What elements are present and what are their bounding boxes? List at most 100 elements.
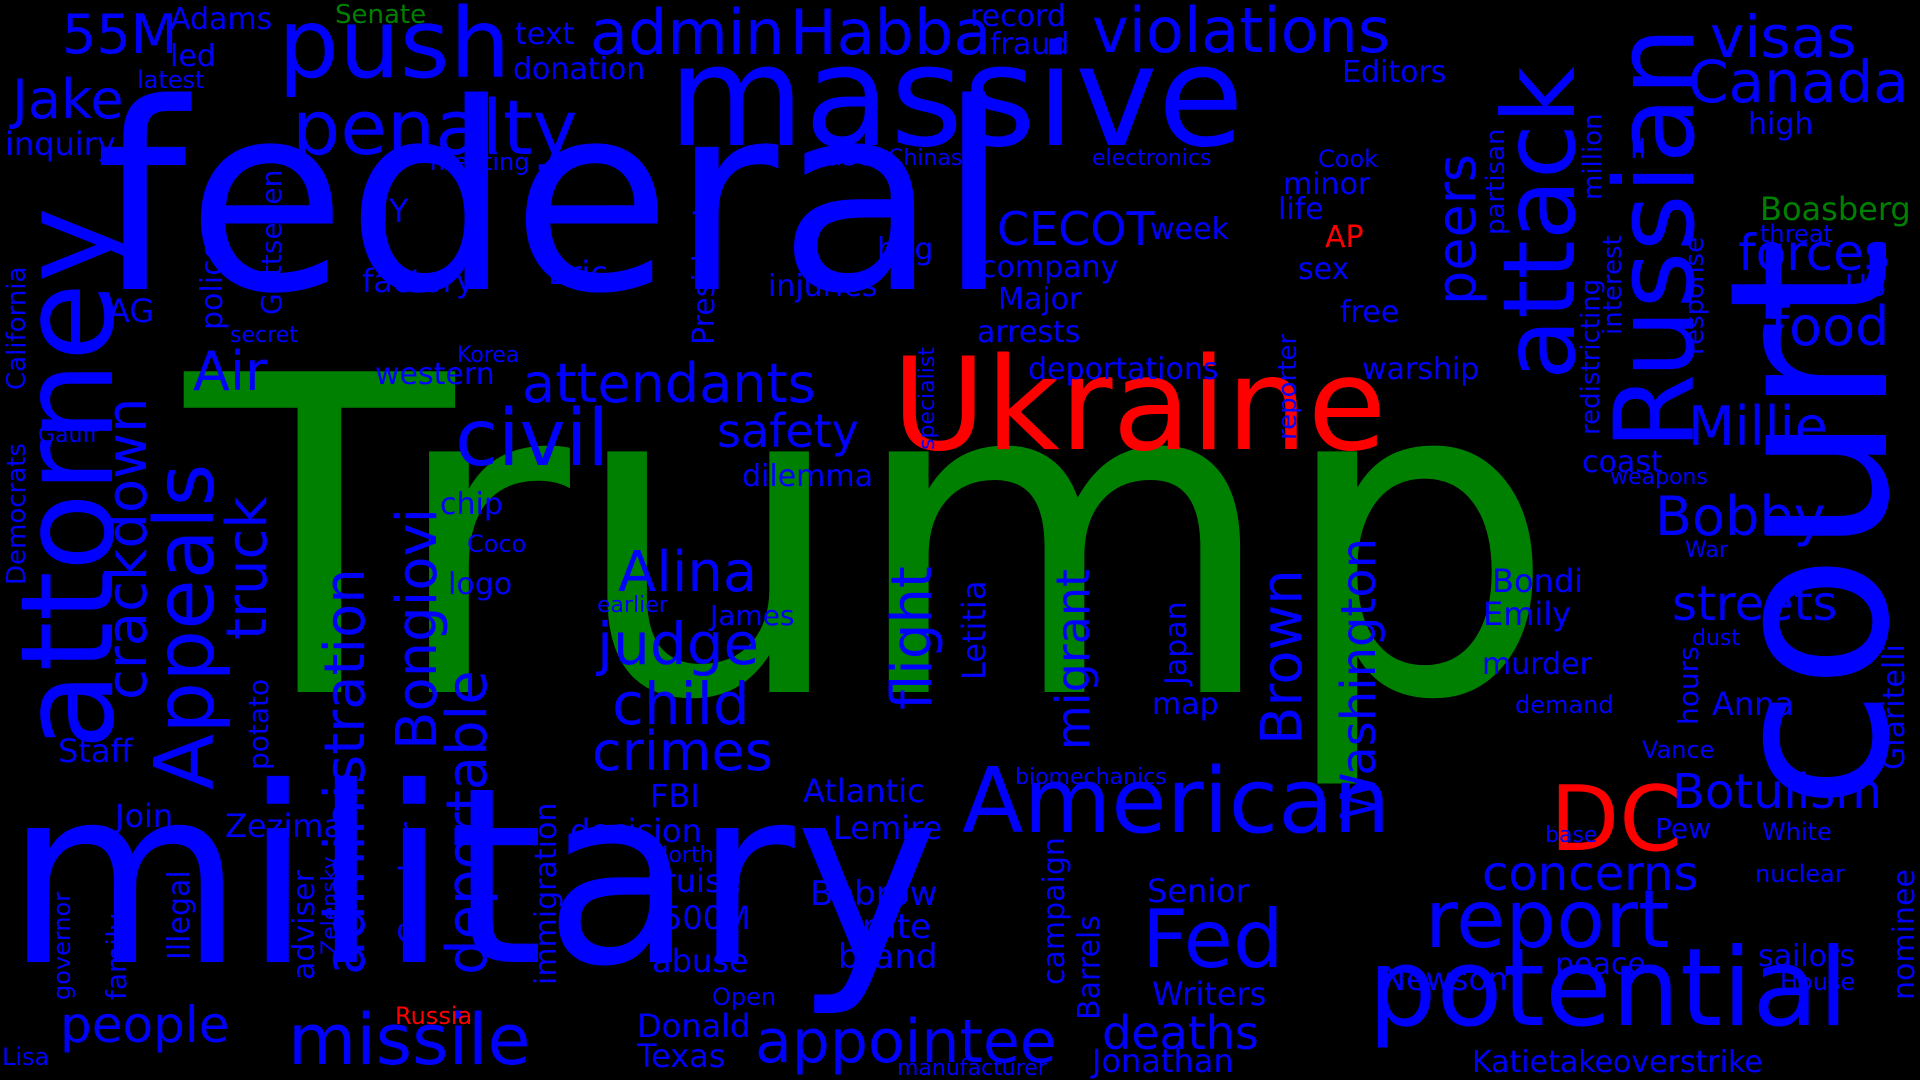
word-safety: safety — [717, 404, 859, 458]
word-war: War — [1685, 538, 1728, 563]
word-cracker: Cracker — [392, 822, 430, 945]
word-crimes: crimes — [592, 720, 773, 783]
word-brand: brand — [838, 937, 938, 977]
word-abuse: abuse — [652, 942, 749, 980]
word-federal: federal — [95, 49, 1010, 351]
word-chinas: Chinas — [888, 146, 963, 171]
word-writers: Writers — [1152, 975, 1267, 1013]
word-food: food — [1770, 295, 1890, 358]
word-base: base — [1545, 823, 1598, 848]
word-house: House — [1780, 968, 1856, 996]
word-arrests: arrests — [977, 315, 1081, 350]
word-habba: Habba — [790, 0, 992, 69]
word-secret: secret — [230, 323, 298, 348]
word-us: US — [1845, 269, 1887, 304]
word-democrats: Democrats — [2, 443, 32, 585]
word-company: company — [980, 250, 1119, 285]
word-bondi: Bondi — [1492, 562, 1584, 600]
word-deportations: deportations — [1028, 352, 1219, 387]
word-led: led — [170, 39, 216, 74]
word-child: child — [612, 670, 750, 738]
word-japan: Japan — [1159, 601, 1194, 685]
word-nominee: nominee — [1887, 869, 1920, 1000]
word-james: James — [710, 599, 795, 632]
word-missile: missile — [288, 999, 531, 1080]
word-admin: admin — [590, 0, 785, 69]
word-newsom: Newsom — [1382, 960, 1520, 998]
word-bongiovi: Bongiovi — [385, 507, 450, 750]
word-injuries: injuries — [768, 269, 878, 304]
word-white: White — [1762, 818, 1832, 846]
word-week: week — [1150, 212, 1229, 247]
word-55m: 55M — [62, 3, 178, 66]
word-gottsegen: Gottsegen — [255, 169, 288, 315]
word-latest: latest — [137, 66, 205, 94]
word-illegal: Illegal — [162, 870, 197, 960]
word-anna: Anna — [1712, 685, 1795, 723]
word-american: American — [962, 749, 1391, 854]
word-earlier: earlier — [597, 593, 668, 618]
word-brown: Brown — [1250, 569, 1315, 745]
word-california: California — [2, 266, 32, 390]
word-ap: AP — [1325, 220, 1364, 255]
word-bobrow: Bobrow — [810, 874, 938, 914]
word-cruise: cruise — [645, 862, 742, 900]
word-campaign: campaign — [1037, 837, 1072, 985]
word-family: family — [100, 913, 133, 1000]
word-zezima: Zezima — [225, 807, 344, 845]
word-civil: civil — [455, 394, 610, 484]
word-millie: Millie — [1688, 395, 1828, 458]
word-factory: factory — [362, 262, 475, 300]
word-dust: dust — [1692, 626, 1740, 651]
word-push: push — [278, 0, 511, 100]
word-coco: Coco — [467, 530, 527, 558]
word-pew: Pew — [1655, 812, 1712, 845]
word-logo: logo — [448, 567, 513, 602]
word-canada: Canada — [1688, 48, 1909, 116]
word-sailors: sailors — [1758, 939, 1856, 974]
word-dilemma: dilemma — [742, 459, 874, 494]
word-map: map — [1152, 687, 1219, 722]
word-boasberg: Boasberg — [1760, 190, 1911, 228]
word-peers: peers — [1425, 153, 1488, 305]
word-eric: Eric — [548, 254, 608, 292]
word-lemire: Lemire — [833, 809, 943, 847]
word-katietakeoverstrike: Katietakeoverstrike — [1472, 1045, 1763, 1080]
word-life: life — [1278, 192, 1324, 227]
word-jonathan: Jonathan — [1092, 1042, 1234, 1080]
word-washington: Washington — [1331, 537, 1387, 820]
word-rate: rate — [862, 907, 932, 947]
word-ii: II — [1630, 132, 1647, 165]
word-major: Major — [998, 282, 1082, 317]
word-texas: Texas — [637, 1037, 726, 1075]
word-million: million — [1578, 113, 1608, 200]
word-visas: visas — [1710, 3, 1857, 71]
word-dc: DC — [1550, 767, 1683, 872]
word-alina: Alina — [618, 540, 758, 605]
word-violations: violations — [1092, 0, 1391, 67]
word-interest: interest — [1598, 235, 1628, 335]
word-fed: Fed — [1142, 893, 1284, 986]
word-manufacturer: manufacturer — [897, 1056, 1047, 1080]
word-penalty: penalty — [292, 83, 578, 172]
word-potato: potato — [242, 678, 275, 770]
word-ny: NY — [365, 192, 409, 230]
word-potential: potential — [1368, 926, 1849, 1051]
word-deaths: deaths — [1102, 1006, 1259, 1060]
word-ukraine: Ukraine — [892, 331, 1387, 480]
word-gauff: Gauff — [38, 423, 98, 448]
word-electronics: electronics — [1092, 146, 1212, 171]
word-cook: Cook — [1318, 145, 1379, 173]
word-specialist: specialist — [915, 347, 940, 450]
word-meeting: meeting — [430, 148, 530, 176]
word-hours: hours — [1672, 646, 1705, 725]
word-report: report — [1425, 873, 1670, 966]
word-open: Open — [712, 983, 777, 1011]
word-chip: chip — [440, 487, 503, 522]
word-sex: sex — [1298, 252, 1350, 287]
word-air: Air — [193, 340, 268, 403]
word-giaritelli: Giaritelli — [1877, 644, 1912, 770]
word-north: North — [652, 843, 714, 868]
word-bag: bag — [877, 232, 934, 267]
word-fraud: fraud — [990, 27, 1070, 62]
